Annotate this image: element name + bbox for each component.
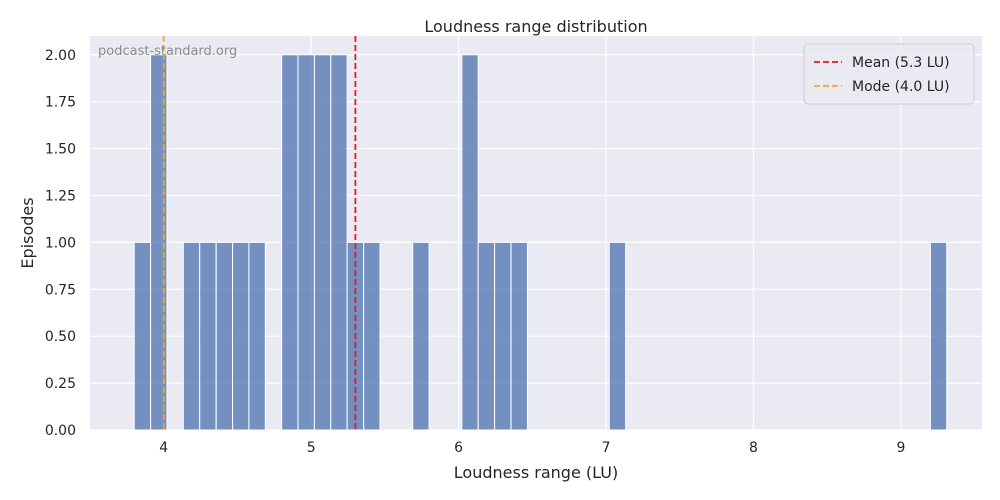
y-tick-label: 0.00 [45,423,76,439]
histogram-bar [461,54,479,431]
x-tick-label: 7 [602,440,611,456]
reference-lines [162,36,357,430]
y-tick-label: 1.75 [45,95,76,111]
x-tick-label: 9 [896,440,905,456]
legend-box [803,43,975,105]
chart-title: Loudness range distribution [424,17,647,36]
legend-entry: Mean (5.3 LU) [852,55,950,71]
histogram-bar [281,54,299,431]
y-tick-label: 0.25 [45,376,76,392]
histogram-bar [494,241,512,431]
y-tick-label: 1.50 [45,142,76,158]
histogram-bar [929,241,948,431]
y-tick-label: 2.00 [45,48,76,64]
x-tick-label: 5 [307,440,316,456]
histogram-bar [215,241,234,431]
histogram-bar [182,241,201,431]
watermark: podcast-standard.org [98,44,237,59]
histogram-bar [608,241,627,431]
y-tick-label: 1.25 [45,188,76,204]
legend: Mean (5.3 LU) Mode (4.0 LU) [803,43,975,105]
x-axis-label: Loudness range (LU) [454,463,618,482]
legend-entry: Mode (4.0 LU) [852,79,950,95]
histogram-bar [248,241,266,431]
histogram-bar [510,241,528,431]
y-tick-label: 0.75 [45,282,76,298]
x-tick-label: 4 [159,440,168,456]
histogram-bar [199,241,217,431]
histogram-bar [232,241,250,431]
histogram-bar [477,241,496,431]
y-axis-label: Episodes [18,197,37,268]
x-tick-label: 6 [454,440,463,456]
histogram-bar [412,241,430,431]
y-tick-label: 0.50 [45,329,76,345]
tick-labels: 4 5 6 7 8 9 0.00 0.25 0.50 0.75 1.00 1.25 1.50 1.75 2.… [45,48,906,456]
histogram-bar [133,241,152,431]
x-tick-label: 8 [749,440,758,456]
histogram-bar [363,241,381,431]
histogram-bar [330,54,348,431]
y-tick-label: 1.00 [45,235,76,251]
histogram-bar [297,54,315,431]
histogram-bar [313,54,332,431]
